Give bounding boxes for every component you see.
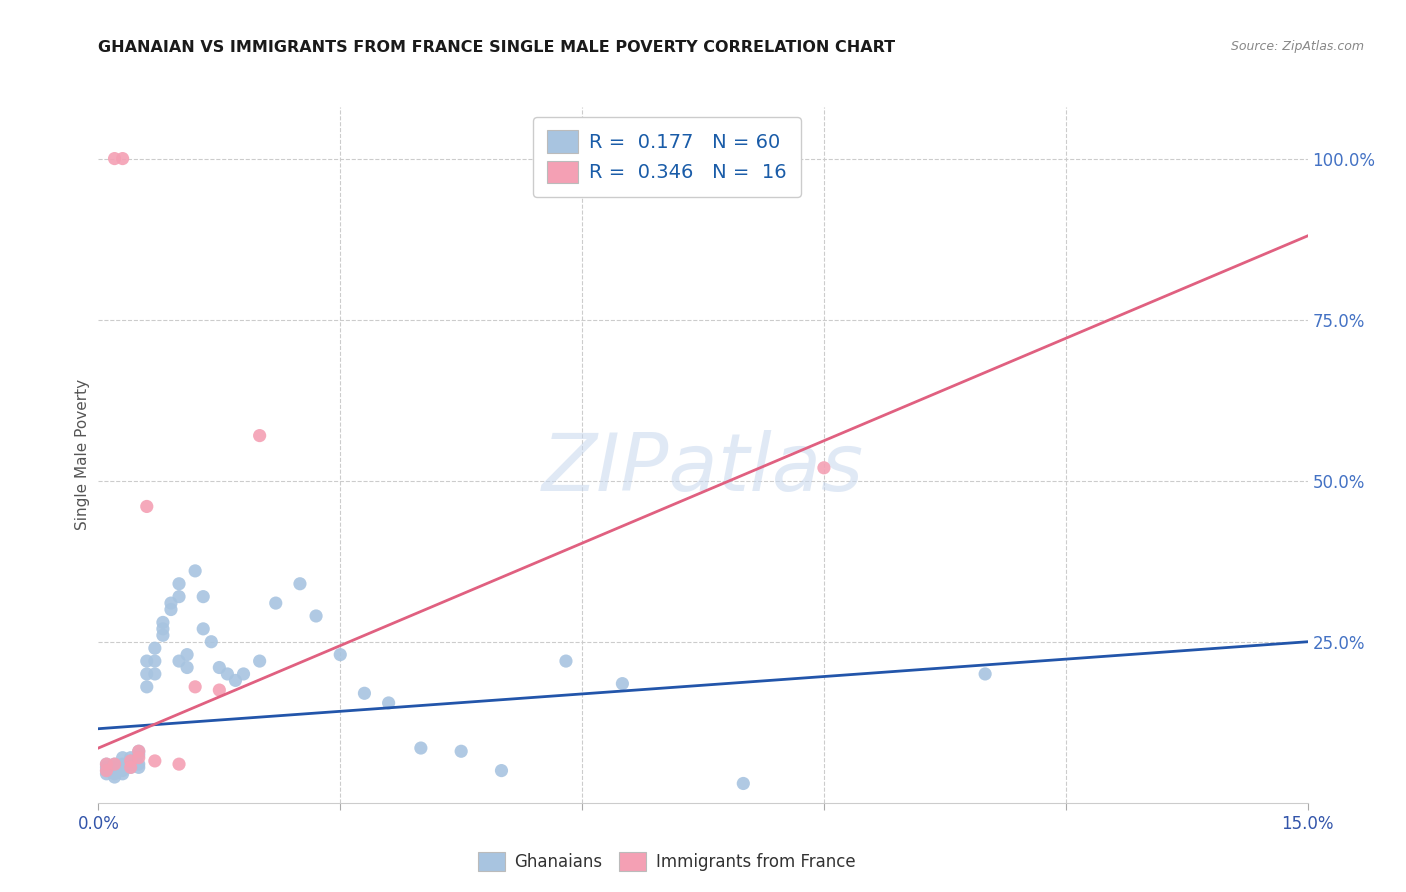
Legend: Ghanaians, Immigrants from France: Ghanaians, Immigrants from France — [471, 846, 862, 878]
Point — [128, 760, 150, 774]
Point — [305, 609, 328, 624]
Point — [200, 634, 222, 648]
Point — [120, 760, 142, 774]
Point — [111, 764, 134, 778]
Point — [264, 596, 287, 610]
Point — [152, 628, 174, 642]
Point — [288, 576, 311, 591]
Point — [193, 590, 215, 604]
Point — [143, 754, 166, 768]
Point — [103, 760, 125, 774]
Point — [176, 648, 198, 662]
Point — [103, 152, 125, 166]
Point — [167, 654, 190, 668]
Point — [409, 741, 432, 756]
Point — [249, 654, 271, 668]
Text: ZIPatlas: ZIPatlas — [541, 430, 865, 508]
Point — [135, 680, 157, 694]
Point — [377, 696, 399, 710]
Point — [128, 744, 150, 758]
Point — [152, 622, 174, 636]
Point — [208, 683, 231, 698]
Point — [111, 152, 134, 166]
Point — [96, 766, 118, 781]
Point — [143, 654, 166, 668]
Point — [974, 667, 997, 681]
Point — [111, 750, 134, 764]
Point — [208, 660, 231, 674]
Point — [103, 757, 125, 772]
Point — [111, 760, 134, 774]
Point — [120, 754, 142, 768]
Point — [249, 428, 271, 442]
Point — [733, 776, 755, 790]
Point — [135, 654, 157, 668]
Point — [491, 764, 513, 778]
Text: Source: ZipAtlas.com: Source: ZipAtlas.com — [1230, 40, 1364, 54]
Point — [160, 602, 183, 616]
Point — [167, 757, 190, 772]
Point — [103, 764, 125, 778]
Y-axis label: Single Male Poverty: Single Male Poverty — [75, 379, 90, 531]
Point — [103, 770, 125, 784]
Point — [555, 654, 578, 668]
Text: GHANAIAN VS IMMIGRANTS FROM FRANCE SINGLE MALE POVERTY CORRELATION CHART: GHANAIAN VS IMMIGRANTS FROM FRANCE SINGL… — [98, 40, 896, 55]
Point — [167, 590, 190, 604]
Point — [96, 764, 118, 778]
Point — [176, 660, 198, 674]
Point — [224, 673, 246, 688]
Point — [612, 676, 634, 690]
Point — [96, 757, 118, 772]
Point — [128, 744, 150, 758]
Point — [103, 757, 125, 772]
Point — [128, 750, 150, 764]
Point — [217, 667, 239, 681]
Point — [128, 757, 150, 772]
Point — [103, 766, 125, 781]
Point — [143, 641, 166, 656]
Point — [111, 757, 134, 772]
Point — [120, 754, 142, 768]
Point — [232, 667, 254, 681]
Point — [193, 622, 215, 636]
Point — [450, 744, 472, 758]
Point — [329, 648, 352, 662]
Point — [128, 747, 150, 762]
Point — [184, 564, 207, 578]
Point — [184, 680, 207, 694]
Point — [111, 766, 134, 781]
Point — [160, 596, 183, 610]
Point — [120, 750, 142, 764]
Point — [167, 576, 190, 591]
Point — [96, 757, 118, 772]
Point — [813, 460, 835, 475]
Point — [135, 667, 157, 681]
Point — [120, 760, 142, 774]
Point — [135, 500, 157, 514]
Point — [96, 760, 118, 774]
Point — [143, 667, 166, 681]
Point — [353, 686, 375, 700]
Point — [120, 757, 142, 772]
Point — [152, 615, 174, 630]
Point — [96, 764, 118, 778]
